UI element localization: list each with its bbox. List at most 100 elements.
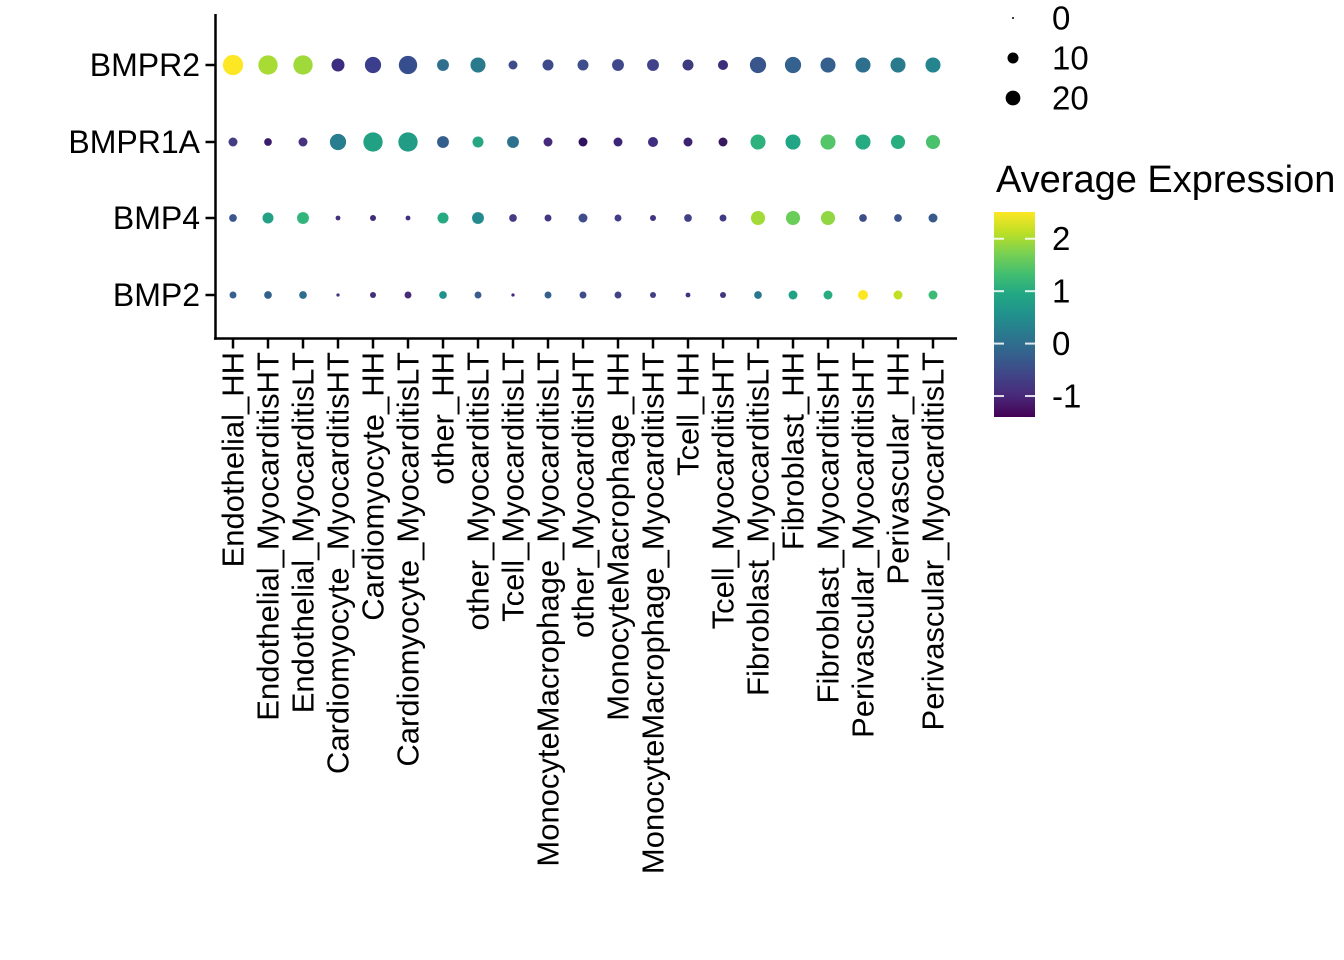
x-axis-label: Endothelial_MyocarditisHT [251, 352, 286, 721]
dot [437, 59, 449, 71]
x-axis-label: Endothelial_HH [216, 352, 251, 567]
dot [578, 137, 588, 147]
dot [894, 214, 902, 222]
colorbar-tick-label: 1 [1052, 273, 1070, 310]
size-legend-dot [1005, 90, 1021, 106]
colorbar [994, 212, 1035, 417]
x-axis-label: other_HH [426, 352, 461, 485]
dot [543, 137, 553, 147]
dot [577, 59, 589, 71]
x-axis-label: Cardiomyocyte_HH [356, 352, 391, 621]
dot [293, 55, 313, 75]
size-legend-label: 20 [1052, 80, 1089, 117]
x-axis-label: other_MyocarditisLT [461, 352, 496, 631]
dot [785, 210, 801, 226]
dot [297, 212, 309, 224]
dot [398, 132, 418, 152]
dot [719, 291, 727, 299]
x-axis-label: Tcell_MyocarditisLT [496, 352, 531, 622]
x-axis-label: other_MyocarditisHT [566, 352, 601, 638]
dot [508, 60, 518, 70]
dot [682, 59, 694, 71]
x-axis-label: Tcell_MyocarditisHT [706, 352, 741, 629]
dot [718, 137, 728, 147]
size-legend-dot [1012, 17, 1014, 19]
dot [509, 214, 517, 222]
dot [749, 56, 767, 74]
x-axis-label: Perivascular_MyocarditisHT [846, 352, 881, 738]
dot [579, 291, 587, 299]
x-axis-label: Perivascular_HH [881, 352, 916, 585]
dot [649, 291, 657, 299]
dot [264, 291, 272, 299]
dot [364, 56, 382, 74]
colorbar-title: Average Expression [996, 159, 1336, 201]
y-axis-label: BMP2 [113, 277, 200, 313]
dot [612, 59, 624, 71]
dot [507, 136, 519, 148]
y-axis-label: BMPR2 [90, 47, 200, 83]
dot [229, 214, 237, 222]
x-axis-label: Fibroblast_MyocarditisLT [741, 352, 776, 696]
colorbar-tick-label: 2 [1052, 220, 1070, 257]
dot [928, 290, 938, 300]
colorbar-tick-label: -1 [1052, 378, 1081, 415]
dot [855, 57, 871, 73]
dot [404, 291, 412, 299]
dot [788, 290, 798, 300]
size-legend-label: 0 [1052, 0, 1070, 37]
dot [649, 214, 657, 222]
dot [820, 57, 836, 73]
dot [335, 215, 341, 221]
dot [614, 291, 622, 299]
x-axis-label: MonocyteMacrophage_MyocarditisHT [636, 352, 671, 874]
dot [331, 58, 345, 72]
dot [820, 210, 836, 226]
x-axis-label: Endothelial_MyocarditisLT [286, 352, 321, 713]
dot [229, 291, 237, 299]
dot [647, 59, 659, 71]
size-legend-dot [1007, 52, 1019, 64]
x-axis-label: Tcell_HH [671, 352, 706, 476]
x-axis-label: MonocyteMacrophage_HH [601, 352, 636, 721]
dot [369, 214, 377, 222]
dot [299, 291, 307, 299]
x-axis-label: Fibroblast_HH [776, 352, 811, 550]
dot [472, 136, 484, 148]
dot [437, 136, 449, 148]
dot [754, 291, 762, 299]
dot [859, 214, 867, 222]
dot [614, 214, 622, 222]
dot [511, 293, 515, 297]
dot [544, 291, 552, 299]
dot [578, 213, 588, 223]
dot [820, 134, 836, 150]
x-axis-label: Fibroblast_MyocarditisHT [811, 352, 846, 703]
dot [363, 132, 383, 152]
dot [890, 134, 906, 150]
dot [336, 293, 340, 297]
dot [647, 136, 659, 148]
dot [470, 57, 486, 73]
dot [855, 134, 871, 150]
size-legend-label: 10 [1052, 40, 1089, 77]
dot [750, 134, 766, 150]
dot [262, 212, 274, 224]
dot [785, 134, 801, 150]
dot [928, 213, 938, 223]
dot [685, 292, 691, 298]
dot [405, 215, 411, 221]
dot [329, 133, 347, 151]
x-axis-label: MonocyteMacrophage_MyocarditisLT [531, 352, 566, 867]
dot [369, 291, 377, 299]
dot [750, 210, 766, 226]
dot [925, 134, 941, 150]
x-axis-label: Cardiomyocyte_MyocarditisHT [321, 352, 356, 774]
dot [925, 57, 941, 73]
dot [398, 55, 418, 75]
dot [439, 291, 447, 299]
dot [893, 290, 903, 300]
dot [472, 212, 484, 224]
